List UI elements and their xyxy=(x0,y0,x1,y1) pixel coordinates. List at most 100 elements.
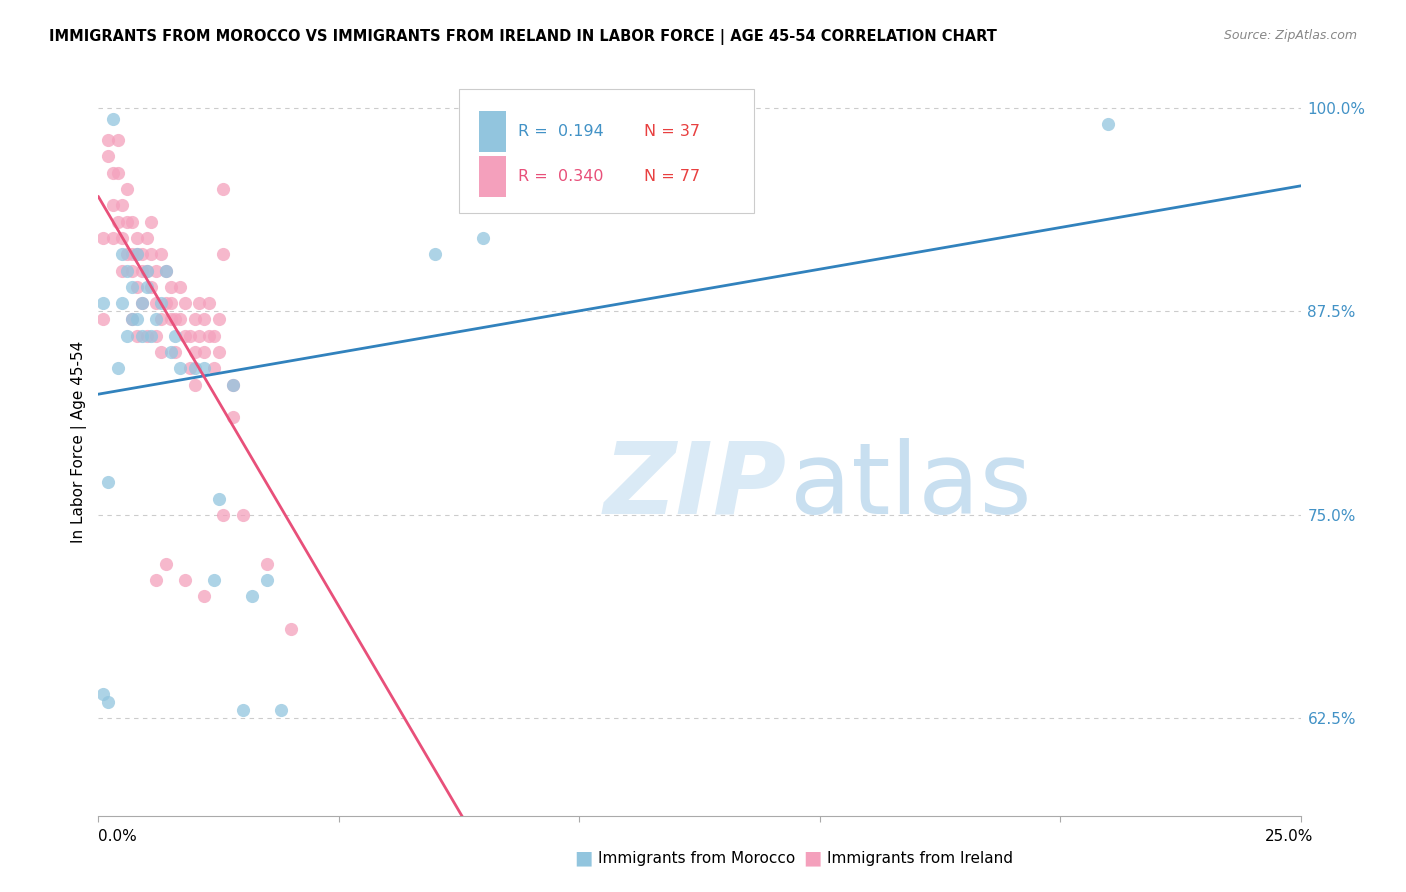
Text: N = 77: N = 77 xyxy=(644,169,700,185)
Point xyxy=(212,247,235,261)
Y-axis label: In Labor Force | Age 45-54: In Labor Force | Age 45-54 xyxy=(72,341,87,542)
Point xyxy=(165,345,187,359)
Text: IMMIGRANTS FROM MOROCCO VS IMMIGRANTS FROM IRELAND IN LABOR FORCE | AGE 45-54 CO: IMMIGRANTS FROM MOROCCO VS IMMIGRANTS FR… xyxy=(49,29,997,45)
Text: Source: ZipAtlas.com: Source: ZipAtlas.com xyxy=(1223,29,1357,42)
Point xyxy=(121,263,143,277)
Point xyxy=(141,280,163,294)
Point xyxy=(141,247,163,261)
Point xyxy=(149,312,172,326)
Text: ZIP: ZIP xyxy=(603,438,786,535)
Point xyxy=(155,263,177,277)
Point xyxy=(423,247,446,261)
Point xyxy=(270,703,292,717)
Point xyxy=(125,328,148,343)
Point xyxy=(135,263,157,277)
Point xyxy=(169,280,191,294)
Text: Immigrants from Morocco: Immigrants from Morocco xyxy=(598,851,794,865)
Point xyxy=(131,328,153,343)
Point xyxy=(91,312,114,326)
Point xyxy=(208,312,231,326)
Point xyxy=(256,573,278,587)
Point xyxy=(155,557,177,571)
Point xyxy=(193,312,215,326)
Point xyxy=(135,263,157,277)
Text: 25.0%: 25.0% xyxy=(1265,830,1313,844)
Text: R =  0.194: R = 0.194 xyxy=(517,124,603,139)
Point xyxy=(97,149,120,163)
Point xyxy=(198,328,221,343)
Point xyxy=(155,296,177,310)
Point xyxy=(121,214,143,228)
Point xyxy=(179,361,201,376)
Point xyxy=(141,214,163,228)
Point xyxy=(111,198,134,212)
Point xyxy=(222,410,245,425)
Point xyxy=(131,263,153,277)
Point xyxy=(135,231,157,245)
Point xyxy=(159,296,181,310)
Point xyxy=(208,491,231,506)
Point xyxy=(174,573,197,587)
Text: ■: ■ xyxy=(803,848,823,868)
Point xyxy=(202,573,225,587)
Point xyxy=(91,231,114,245)
Point xyxy=(165,328,187,343)
Point xyxy=(145,263,167,277)
Point xyxy=(107,166,129,180)
Point xyxy=(131,247,153,261)
Point xyxy=(117,247,139,261)
Point xyxy=(198,296,221,310)
Point xyxy=(188,296,211,310)
Point xyxy=(135,280,157,294)
Point xyxy=(91,687,114,701)
Point xyxy=(169,312,191,326)
Point xyxy=(149,345,172,359)
Point xyxy=(135,328,157,343)
Point xyxy=(183,377,205,392)
Point xyxy=(145,573,167,587)
Point xyxy=(107,361,129,376)
Point xyxy=(97,475,120,490)
Point xyxy=(125,231,148,245)
Point xyxy=(107,133,129,147)
Point xyxy=(145,328,167,343)
Point xyxy=(193,589,215,603)
Point xyxy=(155,263,177,277)
Point xyxy=(193,361,215,376)
Point xyxy=(121,280,143,294)
Point xyxy=(256,557,278,571)
Text: Immigrants from Ireland: Immigrants from Ireland xyxy=(827,851,1012,865)
Point xyxy=(97,133,120,147)
Point xyxy=(131,296,153,310)
Point xyxy=(188,328,211,343)
Point xyxy=(111,296,134,310)
Text: N = 37: N = 37 xyxy=(644,124,700,139)
Point xyxy=(202,361,225,376)
Point xyxy=(222,377,245,392)
Point xyxy=(111,263,134,277)
FancyBboxPatch shape xyxy=(458,89,754,213)
Point xyxy=(131,296,153,310)
Point xyxy=(165,312,187,326)
Text: ■: ■ xyxy=(574,848,593,868)
Point xyxy=(117,263,139,277)
Point xyxy=(193,345,215,359)
Point xyxy=(125,247,148,261)
Point xyxy=(101,112,124,126)
Point xyxy=(141,328,163,343)
Point xyxy=(107,214,129,228)
Point xyxy=(232,703,254,717)
Point xyxy=(145,296,167,310)
Point xyxy=(149,247,172,261)
Point xyxy=(174,296,197,310)
Text: 0.0%: 0.0% xyxy=(98,830,138,844)
Point xyxy=(212,508,235,522)
Point xyxy=(117,214,139,228)
Point xyxy=(121,247,143,261)
Point xyxy=(121,312,143,326)
Point xyxy=(111,247,134,261)
Text: atlas: atlas xyxy=(790,438,1031,535)
Point xyxy=(202,328,225,343)
Point xyxy=(117,182,139,196)
Point xyxy=(183,361,205,376)
